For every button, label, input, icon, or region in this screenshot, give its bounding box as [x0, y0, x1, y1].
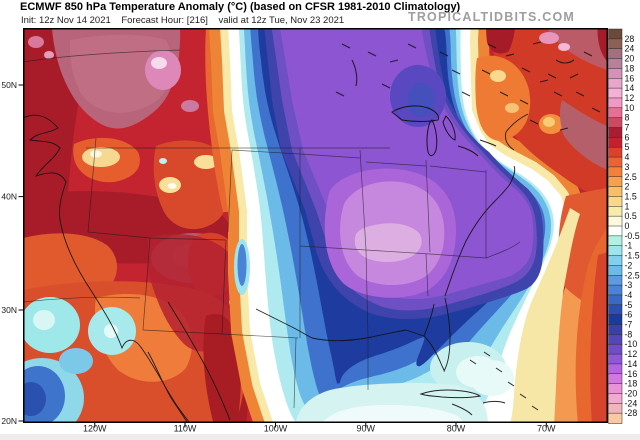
svg-text:-20: -20 [625, 388, 638, 398]
svg-text:110W: 110W [174, 424, 197, 434]
svg-text:-1: -1 [625, 241, 633, 251]
svg-text:70W: 70W [537, 424, 556, 434]
svg-text:10: 10 [625, 103, 635, 113]
svg-text:80W: 80W [447, 424, 466, 434]
svg-text:-2.5: -2.5 [625, 270, 640, 280]
svg-text:50N: 50N [1, 80, 17, 90]
svg-text:-18: -18 [625, 379, 638, 389]
svg-text:0: 0 [625, 221, 630, 231]
svg-text:20N: 20N [1, 416, 17, 426]
svg-text:-24: -24 [625, 398, 638, 408]
svg-text:1: 1 [625, 201, 630, 211]
svg-text:-0.5: -0.5 [625, 231, 640, 241]
svg-text:120W: 120W [83, 424, 107, 434]
svg-text:-28: -28 [625, 408, 638, 418]
svg-text:18: 18 [625, 63, 635, 73]
svg-text:4: 4 [625, 152, 630, 162]
svg-text:1.5: 1.5 [625, 191, 637, 201]
svg-text:-6: -6 [625, 310, 633, 320]
svg-text:-2: -2 [625, 260, 633, 270]
svg-text:14: 14 [625, 83, 635, 93]
svg-text:-3: -3 [625, 280, 633, 290]
svg-text:-5: -5 [625, 300, 633, 310]
svg-text:16: 16 [625, 73, 635, 83]
svg-text:-7: -7 [625, 320, 633, 330]
svg-text:5: 5 [625, 142, 630, 152]
svg-text:24: 24 [625, 44, 635, 54]
svg-text:-4: -4 [625, 290, 633, 300]
svg-text:7: 7 [625, 123, 630, 133]
svg-text:2.5: 2.5 [625, 172, 637, 182]
svg-text:6: 6 [625, 132, 630, 142]
svg-text:12: 12 [625, 93, 635, 103]
svg-text:90W: 90W [357, 424, 376, 434]
svg-text:-1.5: -1.5 [625, 251, 640, 261]
svg-text:0.5: 0.5 [625, 211, 637, 221]
svg-text:20: 20 [625, 54, 635, 64]
svg-text:3: 3 [625, 162, 630, 172]
svg-text:-14: -14 [625, 359, 638, 369]
svg-text:-10: -10 [625, 339, 638, 349]
svg-text:100W: 100W [264, 424, 288, 434]
svg-text:40N: 40N [1, 192, 17, 202]
svg-text:28: 28 [625, 34, 635, 44]
svg-text:8: 8 [625, 113, 630, 123]
svg-text:-12: -12 [625, 349, 638, 359]
svg-text:30N: 30N [1, 305, 17, 315]
svg-text:-16: -16 [625, 369, 638, 379]
svg-text:2: 2 [625, 182, 630, 192]
svg-text:-8: -8 [625, 329, 633, 339]
